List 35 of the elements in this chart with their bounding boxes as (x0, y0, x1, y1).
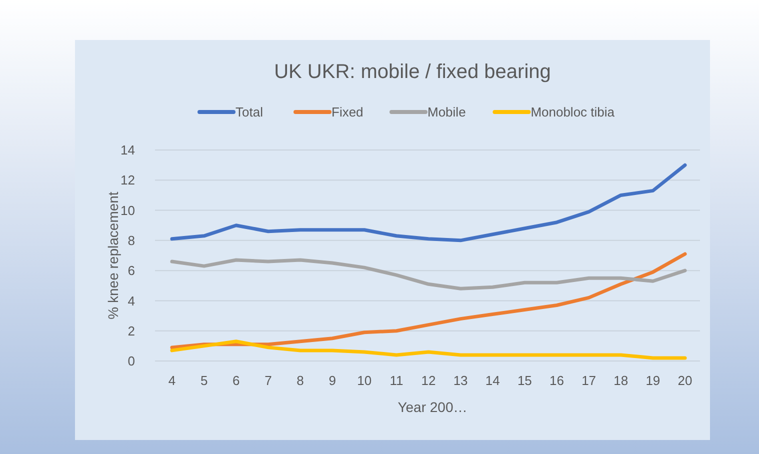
y-axis-title: % knee replacement (105, 192, 121, 320)
line-series (170, 163, 687, 242)
x-tick-label: 13 (453, 373, 468, 388)
x-tick-label: 7 (264, 373, 272, 388)
x-tick-label: 5 (200, 373, 208, 388)
x-tick-label: 20 (678, 373, 692, 388)
legend-label: Mobile (428, 104, 466, 120)
y-tick-label: 6 (128, 263, 135, 278)
y-tick-label: 8 (128, 232, 135, 248)
x-tick-label: 17 (582, 373, 596, 388)
x-tick-label: 6 (232, 373, 240, 388)
y-tick-label: 4 (128, 293, 135, 308)
y-tick-label: 12 (120, 172, 135, 188)
x-tick-label: 9 (328, 373, 336, 388)
x-tick-label: 4 (168, 373, 176, 388)
line-series (170, 340, 687, 360)
x-tick-label: 15 (517, 373, 532, 388)
chart-title: UK UKR: mobile / fixed bearing (274, 61, 551, 83)
line-series (170, 258, 687, 290)
y-tick-label: 0 (128, 354, 135, 369)
x-tick-label: 11 (390, 373, 404, 388)
x-tick-label: 19 (646, 373, 660, 388)
y-tick-label: 10 (120, 202, 135, 218)
x-tick-label: 10 (357, 373, 372, 388)
y-tick-label: 2 (128, 323, 135, 338)
legend-label: Fixed (332, 104, 364, 120)
x-tick-label: 18 (614, 373, 628, 388)
x-tick-label: 16 (550, 373, 564, 388)
legend-label: Total (236, 104, 264, 120)
x-tick-label: 12 (421, 373, 436, 388)
x-tick-label: 14 (485, 373, 500, 388)
x-axis-title: Year 200… (398, 399, 468, 415)
y-tick-label: 14 (120, 142, 135, 158)
legend-label: Monobloc tibia (530, 104, 616, 120)
x-tick-label: 8 (296, 373, 304, 388)
